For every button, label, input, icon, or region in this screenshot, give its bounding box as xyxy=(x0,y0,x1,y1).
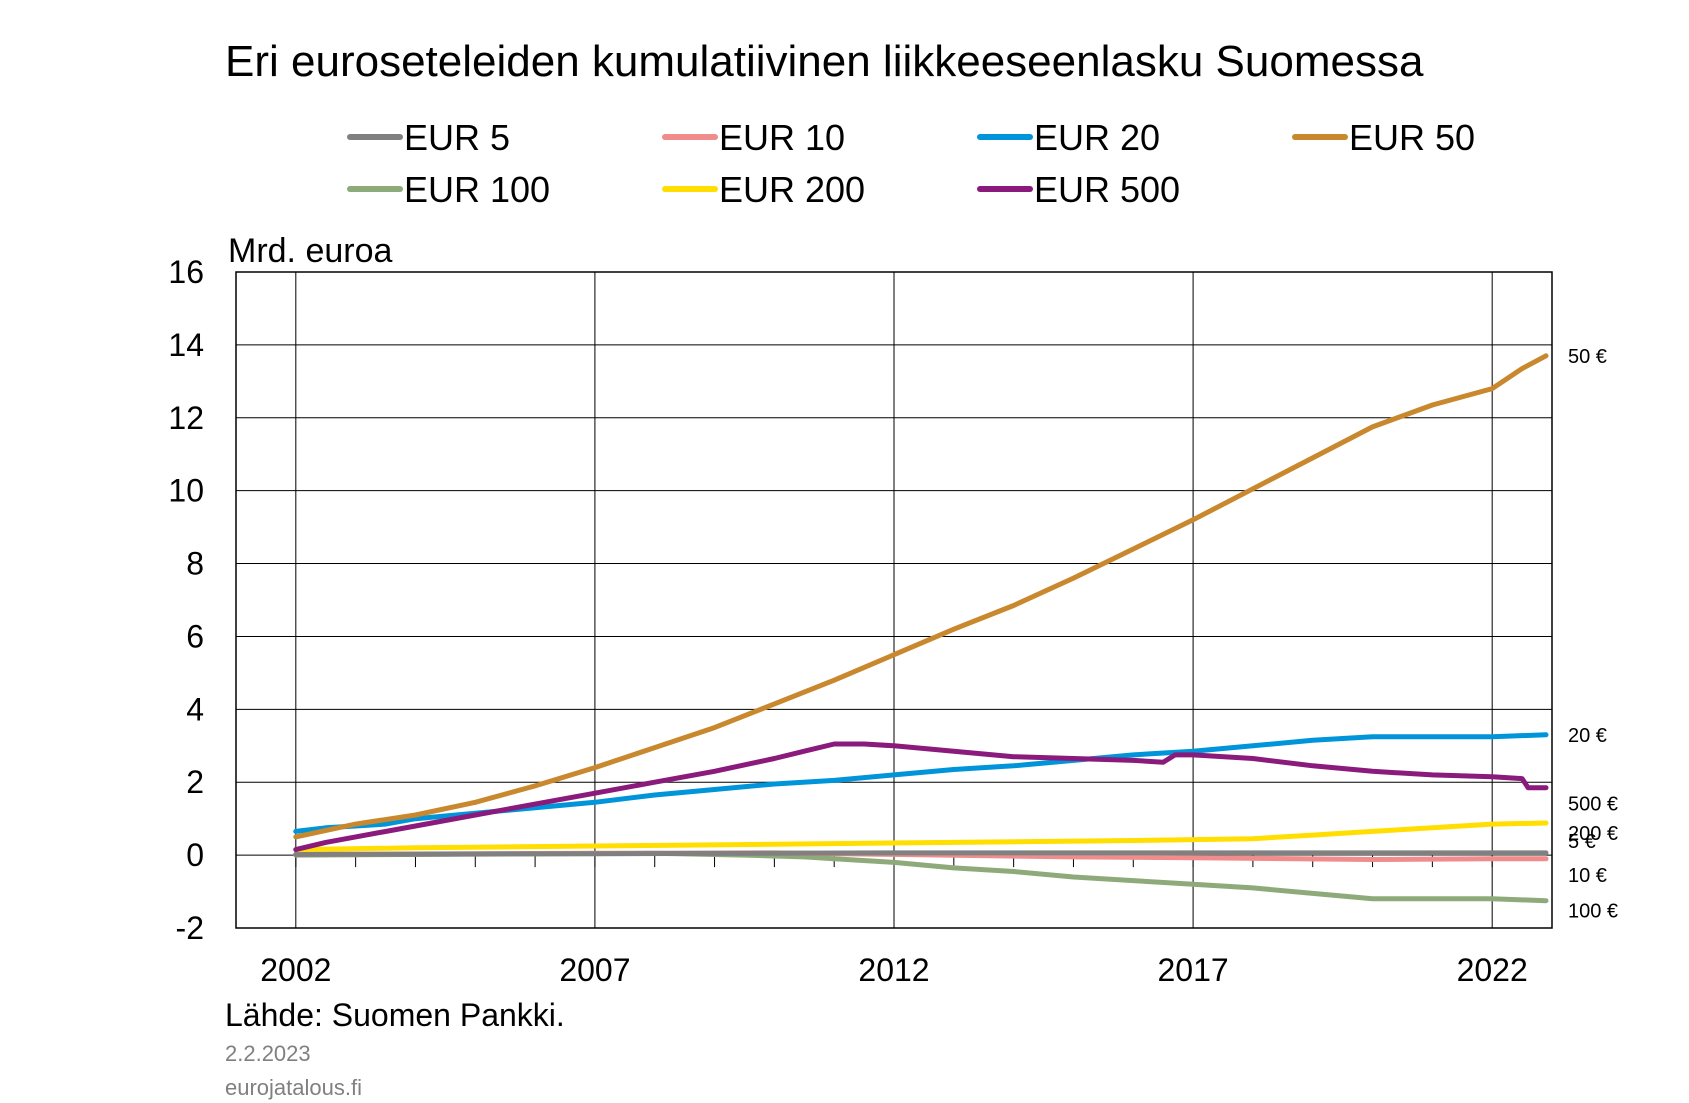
y-tick-label: -2 xyxy=(176,910,204,946)
y-tick-label: 2 xyxy=(186,764,204,800)
legend-label-eur-10: EUR 10 xyxy=(719,117,845,158)
y-tick-label: 16 xyxy=(168,254,204,290)
y-tick-label: 4 xyxy=(186,691,204,727)
series-line-eur-20 xyxy=(293,732,1549,834)
x-tick-label: 2007 xyxy=(559,952,630,988)
end-label-eur-100: 100 € xyxy=(1568,901,1618,923)
y-tick-label: 12 xyxy=(168,400,204,436)
x-tick-label: 2022 xyxy=(1457,952,1528,988)
series-line-eur-100 xyxy=(293,850,1549,904)
end-label-eur-10: 10 € xyxy=(1568,865,1607,887)
site-name: eurojatalous.fi xyxy=(225,1075,362,1100)
y-axis-ticks: -2 0 2 4 6 8 10 12 14 16 xyxy=(168,254,204,946)
legend-label-eur-20: EUR 20 xyxy=(1034,117,1160,158)
source-note: Lähde: Suomen Pankki. xyxy=(225,997,565,1033)
chart-title: Eri euroseteleiden kumulatiivinen liikke… xyxy=(225,37,1424,86)
end-label-eur-500: 500 € xyxy=(1568,794,1618,816)
series-line-eur-50 xyxy=(293,353,1549,840)
plot-frame xyxy=(235,271,1553,929)
gridlines xyxy=(235,271,1553,929)
legend-label-eur-200: EUR 200 xyxy=(719,169,865,210)
end-label-eur-20: 20 € xyxy=(1568,725,1607,747)
publish-date: 2.2.2023 xyxy=(225,1041,311,1066)
y-axis-label: Mrd. euroa xyxy=(228,232,392,270)
legend-label-eur-500: EUR 500 xyxy=(1034,169,1180,210)
series-line-eur-500 xyxy=(293,741,1549,853)
x-tick-label: 2012 xyxy=(858,952,929,988)
y-tick-label: 10 xyxy=(168,473,204,509)
x-tick-label: 2017 xyxy=(1157,952,1228,988)
legend-label-eur-5: EUR 5 xyxy=(404,117,510,158)
legend-label-eur-50: EUR 50 xyxy=(1349,117,1475,158)
series-line-eur-5 xyxy=(293,850,1549,857)
y-tick-label: 0 xyxy=(186,837,204,873)
x-tick-label: 2002 xyxy=(260,952,331,988)
y-tick-label: 14 xyxy=(168,327,204,363)
end-label-eur-5: 5 € xyxy=(1568,831,1596,853)
end-label-eur-50: 50 € xyxy=(1568,346,1607,368)
end-labels: 5 € 10 € 20 € 50 € 100 € 200 € 500 € xyxy=(1568,346,1618,923)
y-tick-label: 6 xyxy=(186,618,204,654)
y-tick-label: 8 xyxy=(186,546,204,582)
series-line-eur-200 xyxy=(293,820,1549,853)
legend-label-eur-100: EUR 100 xyxy=(404,169,550,210)
series-lines xyxy=(293,353,1549,904)
x-axis-ticks: 2002 2007 2012 2017 2022 xyxy=(260,952,1528,988)
end-label-eur-200: 200 € xyxy=(1568,823,1618,845)
legend: EUR 5 EUR 10 EUR 20 EUR 50 EUR 100 EUR 200 EUR… xyxy=(347,117,1475,210)
